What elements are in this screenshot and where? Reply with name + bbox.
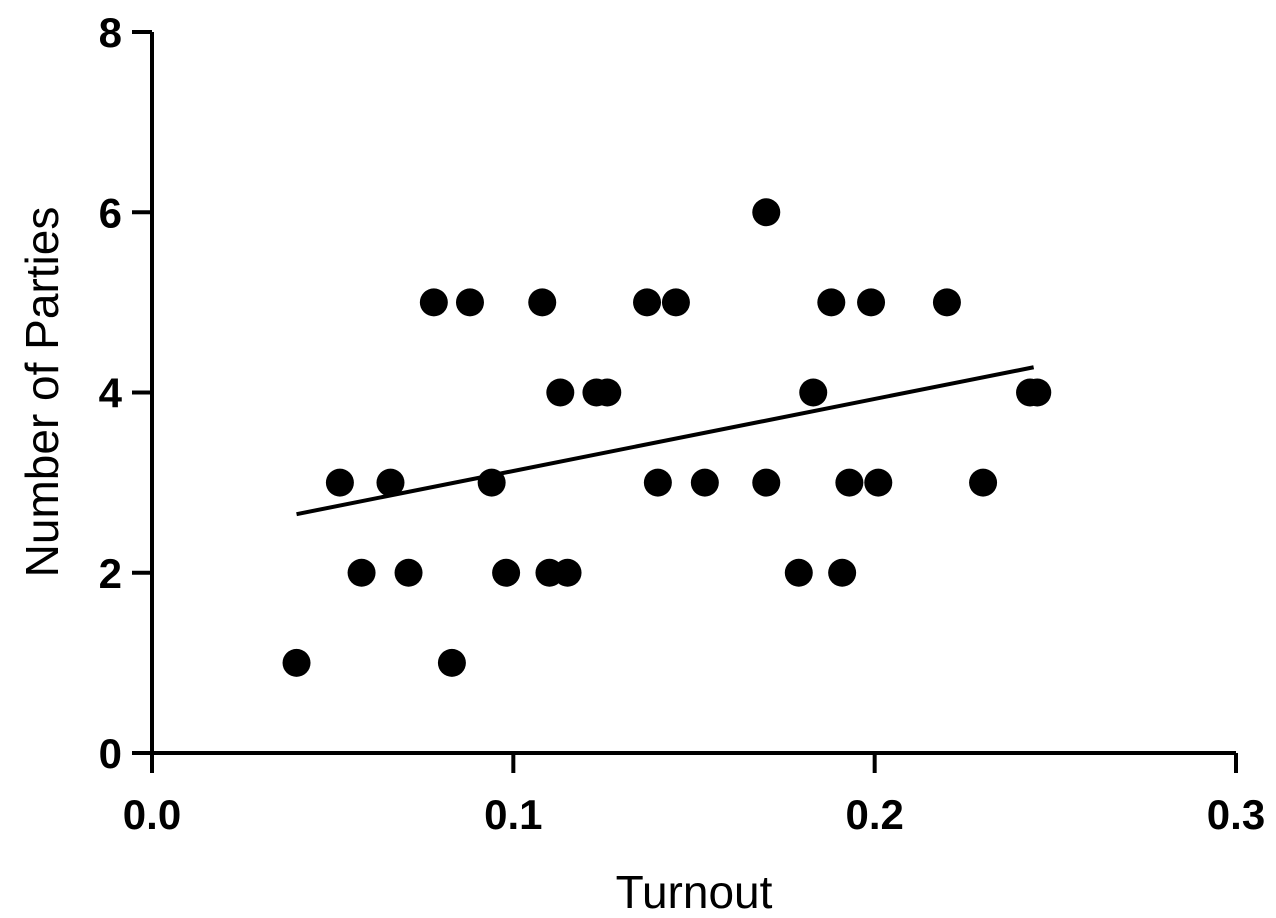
data-point <box>282 648 311 677</box>
data-point <box>690 468 719 497</box>
ticks: 0 2 4 6 8 0.0 0.1 0.2 0.3 <box>99 9 1266 838</box>
y-tick-label: 4 <box>99 370 123 417</box>
regression-line <box>296 365 1035 517</box>
data-point <box>1023 378 1052 407</box>
data-point <box>553 558 582 587</box>
x-tick-label: 0.1 <box>484 791 542 838</box>
x-tick-label: 0.0 <box>123 791 181 838</box>
data-point <box>643 468 672 497</box>
data-point <box>347 558 376 587</box>
data-point <box>932 288 961 317</box>
data-point <box>633 288 662 317</box>
data-point <box>477 468 506 497</box>
data-point <box>325 468 354 497</box>
x-tick-label: 0.2 <box>845 791 903 838</box>
data-point <box>817 288 846 317</box>
x-tick-label: 0.3 <box>1207 791 1265 838</box>
data-point <box>969 468 998 497</box>
data-point <box>799 378 828 407</box>
data-point <box>528 288 557 317</box>
y-tick-label: 0 <box>99 730 122 777</box>
y-axis-title: Number of Parties <box>16 207 68 578</box>
data-point <box>437 648 466 677</box>
x-axis-title: Turnout <box>616 866 773 918</box>
data-point <box>546 378 575 407</box>
data-point <box>661 288 690 317</box>
data-point <box>419 288 448 317</box>
data-point <box>857 288 886 317</box>
data-point <box>492 558 521 587</box>
data-point <box>376 468 405 497</box>
data-point <box>835 468 864 497</box>
data-point <box>455 288 484 317</box>
data-point <box>752 468 781 497</box>
data-points <box>282 198 1052 677</box>
data-point <box>752 198 781 227</box>
regression-line-group <box>296 365 1035 517</box>
data-point <box>784 558 813 587</box>
y-tick-label: 8 <box>99 9 122 56</box>
data-point <box>864 468 893 497</box>
y-tick-label: 6 <box>99 189 122 236</box>
data-point <box>593 378 622 407</box>
data-point <box>394 558 423 587</box>
data-point <box>828 558 857 587</box>
y-tick-label: 2 <box>99 550 122 597</box>
